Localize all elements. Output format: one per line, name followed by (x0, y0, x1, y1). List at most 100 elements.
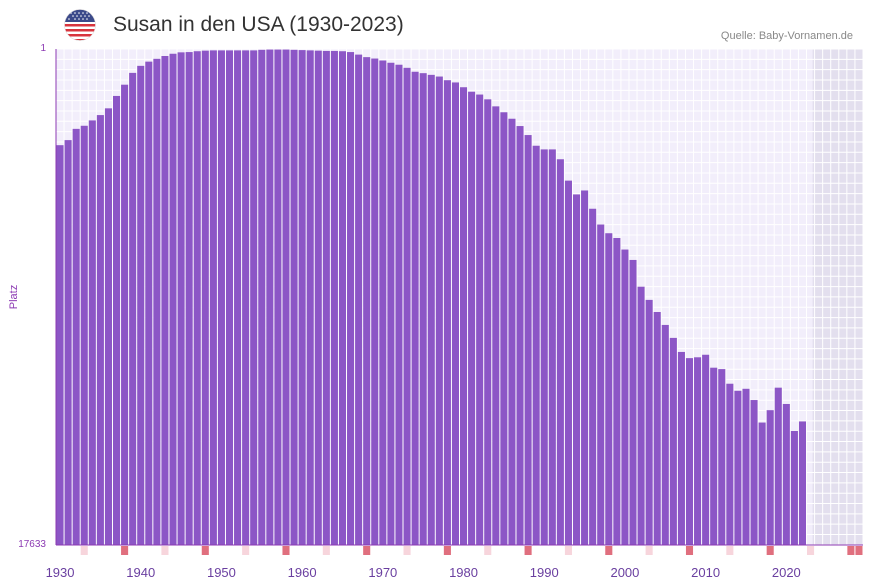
bar-1994 (572, 194, 581, 545)
marker-light-1983 (484, 546, 492, 555)
x-tick-1960: 1960 (288, 565, 317, 580)
bar-2018 (766, 410, 774, 545)
bar-1989 (532, 145, 540, 545)
bar-1990 (540, 149, 548, 545)
bar-1956 (266, 49, 274, 545)
bar-2003 (645, 299, 653, 545)
y-tick-bottom: 17633 (18, 539, 46, 550)
bar-1987 (516, 126, 524, 545)
bar-1972 (395, 64, 403, 546)
bar-1932 (72, 128, 80, 545)
marker-strong-1968 (363, 546, 371, 555)
bar-1945 (177, 52, 185, 546)
bar-2011 (710, 367, 718, 545)
marker-light-2013 (726, 546, 734, 555)
bar-1950 (217, 50, 225, 545)
bar-1978 (443, 80, 451, 546)
bar-2016 (750, 400, 758, 545)
marker-light-1963 (322, 546, 330, 555)
bar-1998 (605, 233, 613, 545)
bar-1943 (161, 56, 169, 545)
bar-2009 (694, 357, 702, 545)
bar-1955 (258, 49, 266, 545)
bar-1975 (419, 73, 427, 545)
bar-1992 (556, 159, 564, 546)
x-tick-1930: 1930 (46, 565, 75, 580)
decade-markers (80, 546, 863, 555)
bar-2019 (774, 387, 782, 545)
bar-1963 (322, 50, 330, 546)
bar-2020 (782, 403, 790, 545)
marker-strong-2029 (855, 546, 863, 555)
marker-light-2003 (645, 546, 653, 555)
bar-1968 (363, 57, 371, 546)
bar-1981 (468, 91, 476, 545)
bar-2004 (653, 311, 661, 545)
bar-1934 (88, 120, 96, 546)
marker-strong-1938 (121, 546, 129, 555)
bar-2017 (758, 422, 766, 545)
x-tick-1950: 1950 (207, 565, 236, 580)
bar-1986 (508, 118, 516, 545)
bar-1988 (524, 135, 532, 545)
bar-2022 (798, 421, 807, 545)
bar-1966 (347, 52, 355, 545)
bar-1960 (298, 50, 306, 545)
marker-light-1973 (403, 546, 411, 555)
bar-2005 (661, 324, 669, 545)
bar-1946 (185, 52, 193, 545)
axes (55, 49, 863, 546)
marker-strong-1988 (524, 546, 532, 555)
bar-1974 (411, 71, 419, 545)
bar-2013 (726, 383, 734, 545)
bar-1983 (484, 99, 492, 545)
bar-1935 (96, 115, 104, 545)
bar-1997 (597, 224, 605, 545)
us-flag-icon (64, 9, 96, 41)
bar-1953 (242, 50, 250, 545)
bar-1954 (250, 50, 258, 545)
bar-1930 (56, 145, 64, 545)
bar-1973 (403, 67, 411, 545)
bar-1942 (153, 58, 161, 546)
x-tick-1940: 1940 (126, 565, 155, 580)
bar-1938 (121, 84, 129, 546)
bar-1993 (564, 180, 572, 545)
bar-1976 (427, 74, 435, 546)
marker-strong-2028 (847, 546, 855, 555)
bar-2008 (685, 358, 694, 545)
bar-1962 (314, 50, 322, 546)
bar-1985 (500, 112, 508, 546)
chart-header: Susan in den USA (1930-2023) Quelle: Bab… (0, 0, 873, 48)
bar-2002 (637, 286, 645, 545)
bar-1979 (451, 82, 459, 546)
bar-1952 (234, 50, 242, 545)
bar-2014 (734, 390, 742, 545)
x-tick-1980: 1980 (449, 565, 478, 580)
bar-1991 (548, 149, 556, 545)
bar-1933 (80, 125, 88, 545)
x-tick-2020: 2020 (772, 565, 801, 580)
bar-1939 (129, 72, 137, 546)
bar-1996 (589, 208, 597, 545)
bar-1951 (225, 50, 234, 545)
bar-1947 (193, 51, 201, 546)
bar-1982 (476, 94, 484, 546)
bar-1961 (306, 50, 314, 545)
bar-1964 (330, 50, 338, 546)
bar-2021 (790, 430, 798, 545)
x-tick-1970: 1970 (368, 565, 397, 580)
marker-strong-1958 (282, 546, 290, 555)
bar-2012 (718, 369, 726, 545)
bar-1967 (355, 54, 363, 546)
marker-strong-1948 (201, 546, 209, 555)
x-tick-1990: 1990 (530, 565, 559, 580)
bar-1944 (169, 53, 177, 545)
bar-1977 (435, 76, 443, 546)
bar-1940 (137, 65, 145, 545)
bar-2001 (629, 259, 637, 545)
bar-1941 (145, 61, 153, 545)
marker-light-1953 (242, 546, 250, 555)
marker-strong-2018 (766, 546, 774, 555)
